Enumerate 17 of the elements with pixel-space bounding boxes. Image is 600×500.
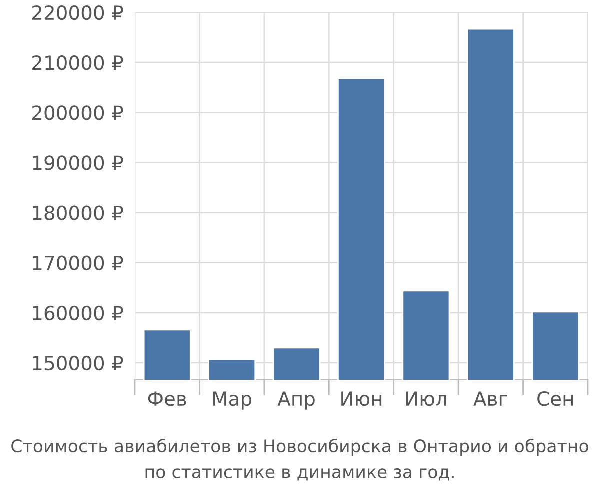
y-tick-label: 170000 ₽ — [33, 256, 124, 271]
y-tick-label: 190000 ₽ — [33, 156, 124, 170]
text: по статистике в динамике за год. — [146, 468, 454, 481]
y-tick-label: 180000 ₽ — [33, 206, 124, 220]
y-tick-label: 160000 ₽ — [33, 306, 124, 321]
y-tick-label: 220000 ₽ — [32, 5, 124, 20]
x-tick-label: Апр — [278, 392, 315, 410]
x-tick-label: Июл — [406, 392, 446, 406]
x-tick-label: Мар — [213, 392, 252, 410]
x-tick-label: Июн — [342, 392, 382, 406]
x-tick-label: Фев — [148, 392, 186, 406]
text: Стоимость авиабилетов из Новосибирска в Онтарио и обратно — [12, 438, 588, 456]
y-tick-label: 210000 ₽ — [32, 56, 124, 70]
y-tick-label: 200000 ₽ — [32, 106, 124, 120]
x-tick-label: Сен — [538, 391, 573, 406]
x-tick-label: Авг — [474, 392, 508, 406]
y-tick-label: 150000 ₽ — [33, 356, 124, 371]
